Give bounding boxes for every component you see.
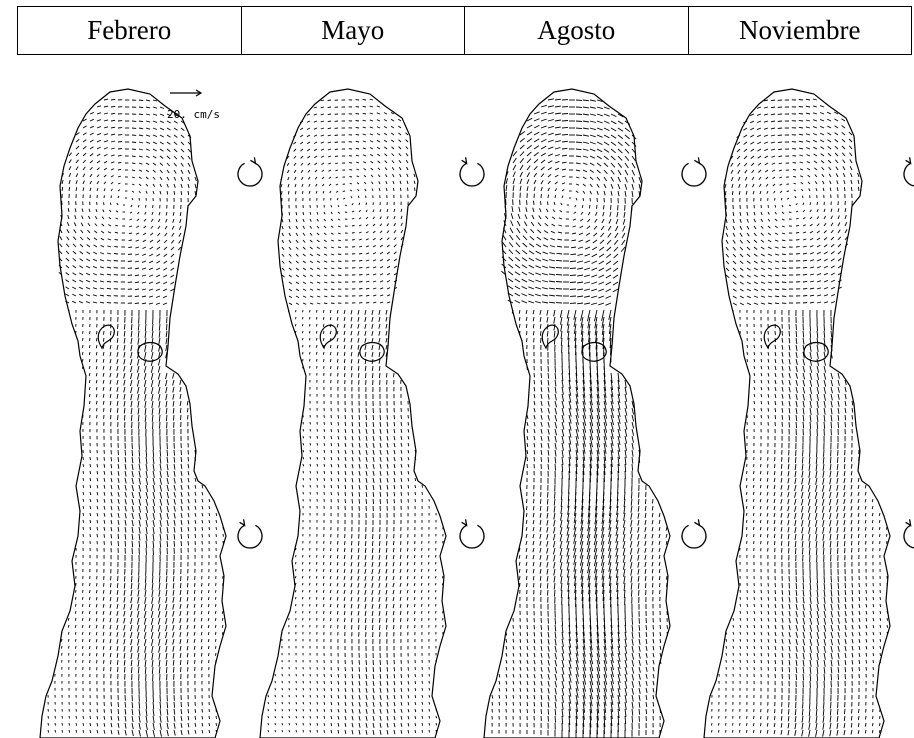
rotation-icon-noviembre-lower — [903, 519, 914, 549]
current-maps: 20. cm/s — [39, 88, 914, 738]
month-febrero: Febrero — [17, 6, 242, 55]
coastline-agosto — [483, 88, 671, 738]
current-vectors-agosto — [491, 98, 669, 738]
rotation-icon-mayo-upper — [459, 157, 485, 187]
current-vectors-mayo — [267, 98, 444, 735]
rotation-icon-febrero-lower — [237, 519, 263, 549]
rotation-icon-agosto-lower — [681, 519, 707, 549]
rotation-icon-noviembre-upper — [903, 157, 914, 187]
map-panel-febrero — [39, 88, 263, 738]
rotation-icon-agosto-upper — [681, 157, 707, 187]
island-agosto-1 — [581, 341, 607, 362]
island-agosto-0 — [541, 324, 559, 350]
rotation-icon-febrero-upper — [237, 157, 263, 187]
coastline-noviembre — [703, 88, 891, 738]
coastline-mayo — [259, 88, 447, 738]
map-panel-noviembre — [703, 88, 914, 738]
month-mayo: Mayo — [240, 6, 465, 55]
island-mayo-1 — [359, 341, 385, 362]
month-noviembre: Noviembre — [687, 6, 912, 55]
scale-label: 20. cm/s — [167, 108, 220, 121]
month-agosto: Agosto — [464, 6, 689, 55]
map-panel-agosto — [483, 88, 707, 738]
map-panel-mayo — [259, 88, 485, 738]
scale-arrow: 20. cm/s — [167, 89, 220, 121]
rotation-icon-mayo-lower — [459, 519, 485, 549]
current-vectors-noviembre — [711, 98, 889, 737]
island-noviembre-0 — [763, 324, 781, 350]
island-febrero-0 — [97, 324, 115, 350]
coastline-febrero — [39, 88, 227, 738]
island-noviembre-1 — [803, 341, 829, 362]
month-header-table: Febrero Mayo Agosto Noviembre — [17, 6, 912, 55]
island-mayo-0 — [319, 324, 337, 350]
current-vectors-febrero — [47, 98, 224, 737]
month-header-row: Febrero Mayo Agosto Noviembre — [17, 6, 912, 55]
